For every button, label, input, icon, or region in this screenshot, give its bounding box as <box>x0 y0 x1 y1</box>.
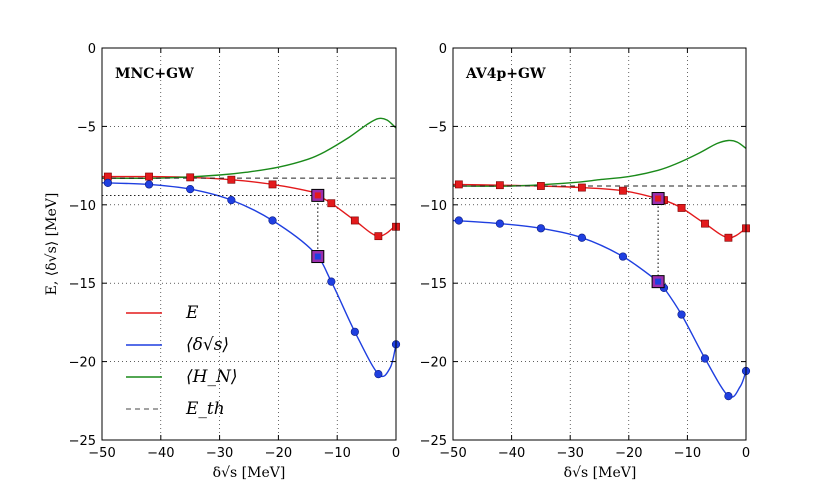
y-tick-label: −20 <box>420 356 447 371</box>
marker-e <box>145 172 153 181</box>
marker-delta <box>495 219 504 228</box>
marker-e <box>724 233 733 242</box>
y-axis-label: E, ⟨δ√s⟩ [MeV] <box>44 193 60 296</box>
panel-label: AV4p+GW <box>465 66 546 82</box>
x-tick-label: 0 <box>742 446 750 461</box>
plot-area <box>102 117 396 378</box>
marker-delta <box>144 180 154 189</box>
highlight-inner-e <box>314 192 321 199</box>
marker-delta <box>186 185 195 194</box>
legend: E ⟨δ√s⟩ ⟨H_N⟩ E_th <box>126 303 237 419</box>
marker-e <box>536 182 545 190</box>
legend-label-hn: ⟨H_N⟩ <box>186 367 237 387</box>
x-tick-label: −20 <box>265 446 292 461</box>
highlight-inner-delta <box>655 278 662 285</box>
highlight-inner-e <box>655 195 662 202</box>
x-tick-label: −40 <box>147 446 174 461</box>
marker-e <box>227 175 236 184</box>
marker-e <box>701 219 709 228</box>
marker-e <box>677 204 686 212</box>
x-tick-label: −40 <box>498 446 525 461</box>
y-tick-label: 0 <box>88 42 96 57</box>
series-line-hn <box>102 117 396 180</box>
x-axis-label-right: δ√s [MeV] <box>564 465 637 481</box>
marker-e <box>268 180 277 189</box>
x-tick-label: −10 <box>323 446 350 461</box>
highlight-inner-delta <box>314 253 321 260</box>
legend-label-e: E <box>185 303 199 323</box>
legend-label-delta: ⟨δ√s⟩ <box>186 335 229 355</box>
y-tick-label: 0 <box>439 42 447 57</box>
y-tick-label: −25 <box>420 434 447 449</box>
x-tick-label: −30 <box>556 446 583 461</box>
series-line-delta <box>102 182 396 378</box>
marker-delta <box>577 233 587 242</box>
y-tick-label: −10 <box>69 199 96 214</box>
marker-delta <box>454 216 463 225</box>
y-tick-label: −15 <box>69 277 96 292</box>
marker-delta <box>350 327 359 336</box>
marker-e <box>495 181 504 190</box>
marker-e <box>186 173 195 182</box>
marker-delta <box>103 178 112 187</box>
marker-e <box>327 199 336 208</box>
x-tick-label: −10 <box>674 446 701 461</box>
marker-e <box>350 216 359 225</box>
x-tick-label: −20 <box>615 446 642 461</box>
marker-delta <box>700 354 710 363</box>
x-tick-label: 0 <box>392 446 400 461</box>
marker-e <box>619 186 627 195</box>
marker-delta <box>327 277 336 286</box>
legend-label-eth: E_th <box>185 399 225 419</box>
marker-delta <box>536 224 546 233</box>
marker-delta <box>268 216 277 225</box>
marker-delta <box>227 195 236 205</box>
series-line-delta <box>453 219 746 398</box>
x-tick-label: −30 <box>206 446 233 461</box>
marker-e <box>454 180 463 189</box>
y-tick-label: −10 <box>420 199 447 214</box>
x-axis-label-left: δ√s [MeV] <box>213 465 286 481</box>
x-tick-label: −50 <box>88 446 115 461</box>
marker-delta <box>618 252 628 261</box>
y-tick-label: −25 <box>69 434 96 449</box>
panel-mnc-gw: −50 −40 −30 −20 −10 0 0 −5 −10 −15 −20 −25 MNC+GW <box>69 42 401 461</box>
series-line-e <box>453 183 746 239</box>
marker-e <box>374 232 383 241</box>
axes-frame <box>101 47 397 441</box>
axes-frame <box>452 47 747 441</box>
marker-delta <box>677 310 686 319</box>
y-tick-label: −5 <box>428 120 447 135</box>
y-tick-label: −15 <box>420 277 447 292</box>
y-tick-label: −20 <box>69 356 96 371</box>
panel-label: MNC+GW <box>115 66 194 82</box>
marker-delta <box>374 370 383 379</box>
y-tick-label: −5 <box>77 120 96 135</box>
series-line-hn <box>453 139 746 187</box>
x-tick-label: −50 <box>439 446 466 461</box>
panel-av4p-gw: −50 −40 −30 −20 −10 0 0 −5 −10 −15 −20 −25 AV4p+GW <box>420 42 751 461</box>
marker-e <box>578 183 586 192</box>
marker-delta <box>724 391 733 401</box>
